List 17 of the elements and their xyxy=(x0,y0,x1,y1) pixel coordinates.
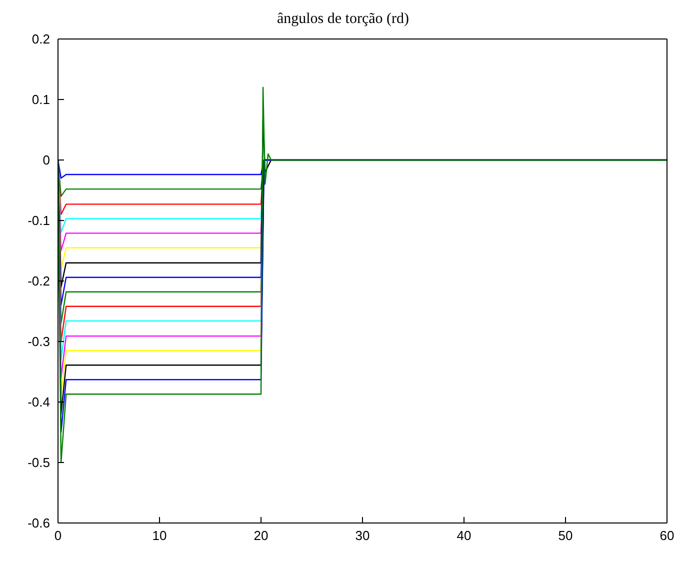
x-tick-label: 60 xyxy=(660,528,674,544)
x-tick-label: 40 xyxy=(456,528,472,544)
x-tick-label: 20 xyxy=(254,528,268,544)
y-tick-label: -0.4 xyxy=(28,394,50,410)
x-tick-label: 30 xyxy=(355,528,370,544)
y-tick-label: -0.6 xyxy=(28,516,50,531)
y-tick-label: -0.1 xyxy=(28,213,50,228)
y-tick-label: -0.3 xyxy=(28,334,50,350)
y-tick-label: -0.5 xyxy=(28,455,50,470)
y-tick-label: 0.2 xyxy=(32,32,50,47)
x-tick-label: 0 xyxy=(54,528,62,544)
x-tick-label: 10 xyxy=(152,528,167,544)
y-tick-label: 0 xyxy=(42,152,50,168)
chart-title: ângulos de torção (rd) xyxy=(276,10,410,29)
y-tick-label: 0.1 xyxy=(32,92,50,108)
x-tick-label: 50 xyxy=(558,528,573,544)
y-tick-label: -0.2 xyxy=(28,274,50,289)
